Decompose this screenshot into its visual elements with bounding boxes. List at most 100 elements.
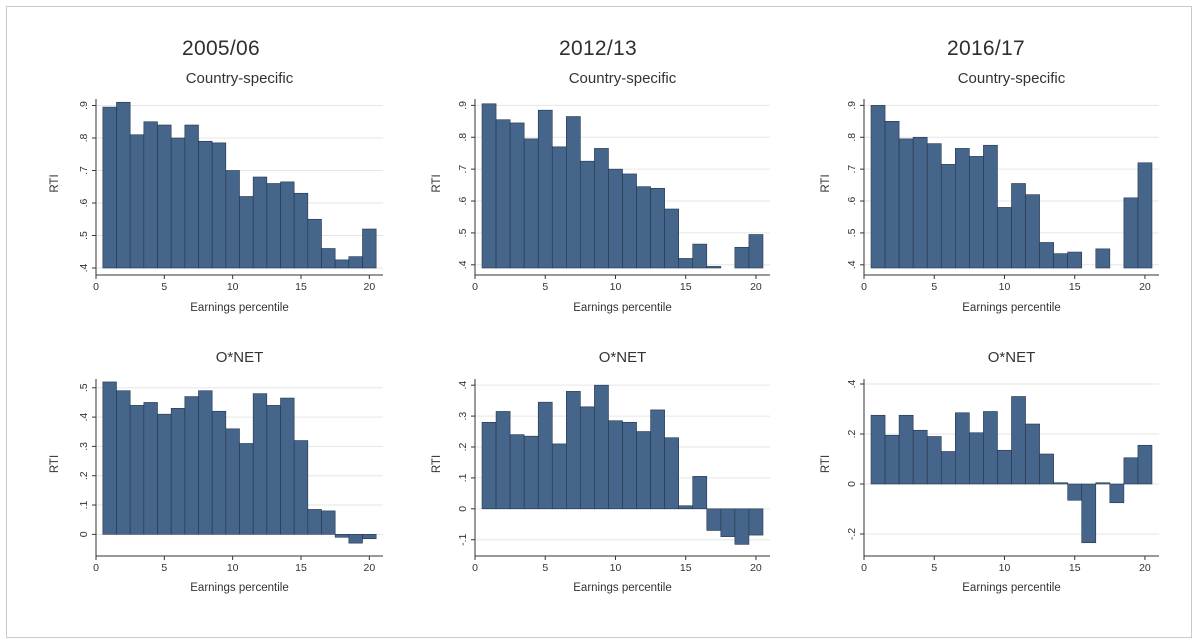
- bar-1: [870, 414, 886, 485]
- bar-6: [940, 164, 956, 269]
- bar-16: [692, 243, 708, 269]
- bar-16: [692, 476, 708, 510]
- y-axis-label: RTI: [820, 174, 832, 192]
- y-tick-label: .2: [78, 471, 90, 480]
- bar-15: [293, 440, 309, 535]
- bar-18: [334, 259, 350, 269]
- bar-15: [1067, 483, 1083, 501]
- x-axis-label: Earnings percentile: [573, 302, 671, 314]
- bar-13: [266, 405, 281, 535]
- y-tick-label: 0: [78, 531, 90, 537]
- bar-9: [211, 410, 227, 535]
- x-tick-label: 20: [363, 281, 375, 293]
- bar-2: [495, 411, 511, 510]
- bar-11: [1011, 183, 1026, 269]
- panel-3: .4 .5 .6 .7 .8 .9 0 5 10 15 20 Country-specific Earn…: [820, 70, 1159, 314]
- bar-6: [551, 443, 567, 510]
- y-tick-label: .9: [846, 101, 858, 110]
- y-tick-label: .3: [457, 412, 469, 421]
- bar-7: [955, 148, 970, 269]
- bar-18: [1109, 483, 1125, 504]
- bar-15: [293, 192, 309, 269]
- y-tick-label: .4: [457, 381, 469, 390]
- x-tick-label: 0: [93, 562, 99, 574]
- bar-4: [143, 402, 158, 535]
- bar-5: [537, 109, 553, 269]
- column-title-3: 2016/17: [946, 37, 1025, 60]
- panel-title: Country-specific: [958, 70, 1066, 87]
- bar-9: [211, 142, 227, 269]
- y-tick-label: .7: [78, 166, 90, 175]
- y-tick-label: .6: [846, 197, 858, 206]
- x-tick-label: 5: [161, 281, 167, 293]
- x-tick-label: 10: [999, 562, 1011, 574]
- bar-7: [184, 124, 199, 269]
- bar-4: [912, 429, 928, 485]
- x-axis-label: Earnings percentile: [190, 302, 288, 314]
- y-tick-label: -.1: [457, 533, 469, 545]
- x-tick-label: 5: [542, 281, 548, 293]
- bar-18: [720, 508, 736, 537]
- x-axis-label: Earnings percentile: [573, 582, 671, 594]
- bar-3: [129, 134, 145, 269]
- bar-19: [734, 246, 750, 269]
- bar-2: [116, 390, 131, 535]
- x-tick-label: 10: [610, 281, 622, 293]
- bar-9: [983, 144, 998, 269]
- bar-5: [537, 401, 553, 510]
- x-tick-label: 20: [1139, 281, 1151, 293]
- y-tick-label: .4: [846, 379, 858, 388]
- panel-title: O*NET: [988, 349, 1036, 366]
- y-tick-label: .1: [78, 501, 90, 510]
- y-tick-label: .6: [457, 197, 469, 206]
- bar-7: [955, 412, 970, 485]
- bar-3: [509, 122, 525, 269]
- x-tick-label: 20: [750, 281, 762, 293]
- bar-9: [594, 148, 609, 269]
- y-tick-label: .4: [846, 260, 858, 269]
- bar-2: [495, 119, 511, 269]
- bar-20: [362, 534, 377, 540]
- bar-8: [198, 140, 213, 269]
- bar-19: [734, 508, 750, 545]
- bar-10: [608, 420, 623, 510]
- column-title-2: 2012/13: [558, 37, 637, 60]
- x-tick-label: 15: [1069, 281, 1081, 293]
- bar-6: [170, 408, 186, 535]
- bar-5: [926, 143, 942, 269]
- bar-13: [650, 187, 665, 269]
- bar-1: [481, 421, 497, 510]
- bar-14: [1053, 253, 1068, 269]
- bar-14: [1053, 482, 1068, 485]
- bar-19: [348, 534, 363, 544]
- x-axis-label: Earnings percentile: [962, 582, 1060, 594]
- bar-10: [997, 207, 1012, 269]
- y-tick-label: .1: [457, 473, 469, 482]
- y-tick-label: .4: [457, 260, 469, 269]
- bar-17: [1095, 482, 1111, 485]
- bar-13: [650, 409, 665, 510]
- bar-18: [334, 534, 350, 538]
- x-tick-label: 5: [542, 562, 548, 574]
- bar-14: [280, 181, 295, 269]
- bar-20: [362, 228, 377, 269]
- bar-2: [884, 121, 900, 269]
- bar-16: [307, 218, 322, 269]
- panel-1: .4 .5 .6 .7 .8 .9 0 5 10 15 20 Country-specific Earn…: [49, 70, 383, 314]
- bar-8: [198, 390, 213, 535]
- bar-6: [170, 137, 186, 269]
- bar-16: [1081, 483, 1097, 544]
- bar-1: [102, 106, 117, 269]
- y-tick-label: .3: [78, 442, 90, 451]
- bar-7: [566, 391, 581, 510]
- bar-1: [102, 381, 117, 535]
- bar-12: [252, 393, 268, 535]
- bar-3: [129, 405, 145, 535]
- x-tick-label: 5: [931, 562, 937, 574]
- bar-6: [551, 146, 567, 269]
- bar-20: [1137, 162, 1153, 269]
- bar-12: [252, 176, 268, 269]
- x-tick-label: 20: [750, 562, 762, 574]
- bar-20: [748, 508, 764, 536]
- bar-9: [594, 384, 609, 510]
